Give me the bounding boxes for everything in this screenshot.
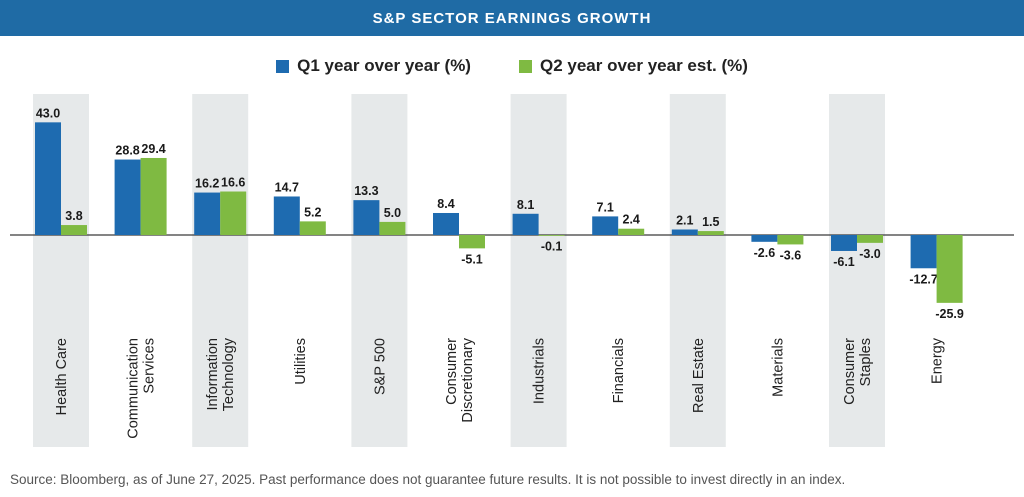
data-label: 28.8 (115, 144, 139, 158)
legend-swatch-q2 (518, 59, 532, 73)
category-label: Communication (126, 338, 142, 439)
data-label: 14.7 (275, 180, 299, 194)
bar (857, 235, 883, 243)
data-label: 3.8 (65, 209, 82, 223)
legend-item-q1: Q1 year over year (%) (276, 56, 471, 76)
data-label: 7.1 (597, 200, 614, 214)
data-label: -6.1 (833, 255, 855, 269)
data-label: 8.1 (517, 198, 534, 212)
category-label-group: Utilities (293, 338, 309, 385)
category-label: Technology (221, 337, 237, 411)
data-label: 2.4 (623, 213, 640, 227)
category-label-group: Materials (770, 338, 786, 397)
bar (299, 221, 326, 235)
data-label: -2.6 (754, 246, 776, 260)
source-note: Source: Bloomberg, as of June 27, 2025. … (10, 472, 846, 487)
data-label: 16.6 (221, 176, 245, 190)
category-label: Consumer (444, 338, 460, 405)
category-label-group: S&P 500 (372, 338, 388, 395)
category-label: Services (142, 338, 158, 394)
category-label-group: Communication Services (126, 338, 158, 439)
category-shading (669, 94, 726, 447)
category-label-group: Energy (930, 337, 946, 384)
bar (618, 228, 645, 235)
bar (777, 235, 804, 245)
bar (220, 191, 247, 235)
bar (353, 200, 380, 235)
bar (459, 235, 485, 249)
data-label: 8.4 (437, 197, 454, 211)
bar (114, 159, 141, 235)
bar (751, 235, 778, 242)
bar (538, 235, 565, 236)
category-label: Information (205, 338, 221, 411)
bar (831, 235, 857, 251)
category-label: Utilities (293, 338, 309, 385)
legend-swatch-q1 (276, 59, 290, 73)
data-label: 5.0 (384, 206, 401, 220)
data-label: 5.2 (304, 205, 321, 219)
data-label: -3.0 (859, 247, 881, 261)
legend-label-q2: Q2 year over year est. (%) (539, 56, 748, 75)
bar (592, 216, 619, 235)
category-label-group: Information Technology (205, 337, 237, 411)
data-label: 13.3 (354, 184, 378, 198)
category-label-group: Health Care (54, 338, 70, 415)
bar (433, 212, 459, 235)
bar (512, 213, 539, 235)
category-label: Materials (770, 338, 786, 397)
category-shading (192, 94, 249, 447)
category-label-group: Consumer Discretionary (444, 337, 476, 422)
category-shading (510, 94, 567, 447)
data-label: -12.7 (909, 272, 938, 286)
category-label: Industrials (532, 338, 548, 404)
category-label: Discretionary (460, 337, 476, 422)
bar (379, 221, 406, 235)
data-label: 43.0 (36, 106, 60, 120)
bar (273, 196, 300, 235)
bar (194, 192, 221, 235)
data-label: -5.1 (461, 252, 483, 266)
data-label: -25.9 (935, 307, 964, 321)
chart-title-bar: S&P SECTOR EARNINGS GROWTH (0, 0, 1024, 36)
data-label: 16.2 (195, 177, 219, 191)
bar (697, 231, 724, 235)
category-label: Health Care (54, 338, 70, 415)
data-label: -0.1 (541, 239, 563, 253)
data-label: 2.1 (676, 213, 693, 227)
bar (671, 229, 698, 235)
category-label-group: Industrials (532, 338, 548, 404)
data-label: -3.6 (780, 248, 802, 262)
category-label: Real Estate (691, 338, 707, 413)
bar-chart: 43.0 28.8 16.2 14.7 13.3 8.4 8.1 7.1 2.1 -2.6 -6.1… (10, 94, 1014, 447)
category-label: Consumer (842, 338, 858, 405)
category-label: Financials (611, 338, 627, 403)
bar (936, 235, 963, 303)
data-label: 1.5 (702, 215, 719, 229)
bar (35, 122, 61, 235)
legend-label-q1: Q1 year over year (%) (297, 56, 471, 75)
data-label: 29.4 (141, 142, 165, 156)
legend-item-q2: Q2 year over year est. (%) (518, 56, 748, 76)
category-label-group: Real Estate (691, 338, 707, 413)
category-label: Energy (930, 337, 946, 384)
bar (61, 225, 87, 235)
chart-title: S&P SECTOR EARNINGS GROWTH (372, 9, 652, 27)
category-label-group: Consumer Staples (842, 338, 874, 405)
category-shading (829, 94, 885, 447)
category-label: S&P 500 (372, 338, 388, 395)
bar (910, 235, 937, 269)
category-shading (351, 94, 408, 447)
category-label-group: Financials (611, 338, 627, 403)
legend: Q1 year over year (%) Q2 year over year … (0, 54, 1024, 78)
category-label: Staples (858, 338, 874, 386)
bar (140, 157, 167, 235)
